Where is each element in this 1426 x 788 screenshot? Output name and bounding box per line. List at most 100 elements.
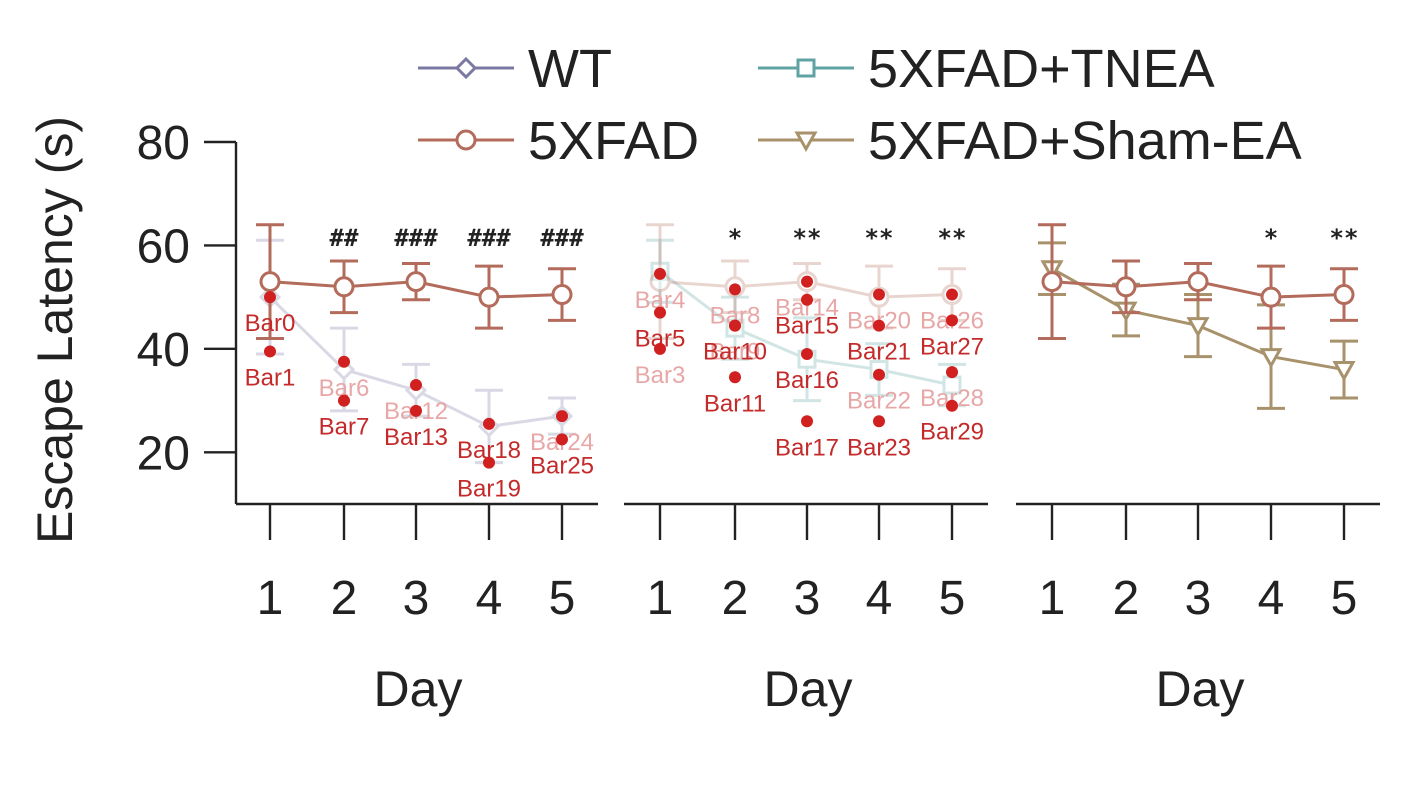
annotation-dot xyxy=(654,306,666,319)
data-point-circle xyxy=(478,286,500,308)
series-5xfad xyxy=(1038,223,1358,341)
legend-marker-triangle-down xyxy=(794,131,818,153)
annotation-dot xyxy=(801,415,813,428)
significance-marker: ### xyxy=(540,224,584,252)
legend-marker-circle xyxy=(455,129,477,151)
annotation-dot xyxy=(801,293,813,306)
data-point-circle xyxy=(1260,286,1282,308)
annotation-label: Bar29 xyxy=(920,419,984,446)
annotation-dot xyxy=(873,368,885,381)
annotation-label: Bar27 xyxy=(920,333,984,360)
significance-marker: ** xyxy=(865,224,894,252)
annotation-dot xyxy=(483,417,495,430)
annotation-label: Bar16 xyxy=(775,367,839,394)
annotation-dot xyxy=(654,267,666,280)
data-point-circle xyxy=(259,271,281,293)
annotation-dot xyxy=(410,379,422,392)
legend-label: WT xyxy=(528,39,612,99)
legend-item-wt: WT xyxy=(418,39,612,99)
legend-label: 5XFAD+TNEA xyxy=(868,39,1215,99)
data-point-triangle-down xyxy=(1332,361,1356,382)
legend-item-5xfad: 5XFAD xyxy=(418,111,699,171)
data-point-circle xyxy=(1333,284,1355,306)
significance-marker: ## xyxy=(330,224,359,252)
annotation-dot xyxy=(801,275,813,288)
annotation-dot xyxy=(946,314,958,327)
annotation-dot xyxy=(729,283,741,296)
data-point-triangle-down xyxy=(1259,348,1283,369)
x-tick-label-2: 2 xyxy=(331,572,358,625)
annotations: Bar0Bar1Bar6Bar7Bar12Bar13Bar18Bar19Bar2… xyxy=(245,267,984,503)
significance-marker: ** xyxy=(793,224,822,252)
data-point-circle xyxy=(1115,276,1137,298)
annotation-dot xyxy=(873,319,885,332)
y-tick-label-60: 60 xyxy=(137,220,190,273)
annotation-label: Bar11 xyxy=(704,390,766,417)
annotation-dot xyxy=(729,371,741,384)
annotation-dot xyxy=(801,348,813,361)
legend-marker-diamond xyxy=(454,56,478,80)
significance-marker: * xyxy=(1264,224,1278,252)
x-axis-label: Day xyxy=(374,661,463,717)
legend-label: 5XFAD+Sham-EA xyxy=(868,111,1302,171)
x-tick-label-1: 1 xyxy=(257,572,284,625)
annotation-dot xyxy=(556,410,568,423)
y-tick-label-40: 40 xyxy=(137,324,190,377)
significance-marker: ** xyxy=(1330,224,1359,252)
annotation-dot xyxy=(946,399,958,412)
data-point-triangle-down xyxy=(1186,317,1210,338)
annotation-dot xyxy=(556,433,568,446)
annotation-label: Bar22 xyxy=(847,388,911,415)
x-tick-label-1: 1 xyxy=(1039,572,1066,625)
annotation-label: Bar23 xyxy=(847,434,911,461)
legend-item-5xfad-tnea: 5XFAD+TNEA xyxy=(758,39,1215,99)
annotation-label: Bar19 xyxy=(457,476,521,503)
legend-item-5xfad-sham-ea: 5XFAD+Sham-EA xyxy=(758,111,1302,171)
annotation-dot xyxy=(729,319,741,332)
annotation-dot xyxy=(264,291,276,304)
x-tick-label-4: 4 xyxy=(866,572,893,625)
y-axis-label: Escape Latency (s) xyxy=(27,116,83,544)
x-tick-label-3: 3 xyxy=(403,572,430,625)
significance-marker: ### xyxy=(394,224,438,252)
x-tick-label-3: 3 xyxy=(794,572,821,625)
annotation-dot xyxy=(946,366,958,379)
annotation-label: Bar1 xyxy=(245,364,296,391)
data-point-circle xyxy=(1041,271,1063,293)
annotation-dot xyxy=(654,342,666,355)
x-axis-label: Day xyxy=(1156,661,1245,717)
annotation-dot xyxy=(946,288,958,301)
x-axis-label: Day xyxy=(764,661,853,717)
x-tick-label-2: 2 xyxy=(722,572,749,625)
legend: WT 5XFAD+TNEA 5XFAD 5XFAD+Sham-EA xyxy=(418,39,1302,171)
annotation-dot xyxy=(873,288,885,301)
data-point-circle xyxy=(1187,271,1209,293)
significance-marker: * xyxy=(728,224,742,252)
data-point-circle xyxy=(551,284,573,306)
x-tick-label-5: 5 xyxy=(549,572,576,625)
annotation-label: Bar9 xyxy=(710,339,761,366)
annotation-label: Bar10 xyxy=(703,339,767,366)
data-point-circle xyxy=(333,276,355,298)
y-tick-label-20: 20 xyxy=(137,427,190,480)
y-tick-label-80: 80 xyxy=(137,117,190,170)
legend-marker-square xyxy=(796,58,816,78)
annotation-dot xyxy=(410,404,422,417)
legend-label: 5XFAD xyxy=(528,111,699,171)
annotation-label: Bar17 xyxy=(775,434,839,461)
annotation-label: Bar25 xyxy=(530,452,594,479)
annotation-dot xyxy=(338,355,350,368)
x-tick-label-4: 4 xyxy=(1258,572,1285,625)
annotation-dot xyxy=(264,345,276,358)
series-5xfad xyxy=(256,223,576,341)
annotation-label: Bar0 xyxy=(245,310,296,337)
x-tick-label-2: 2 xyxy=(1113,572,1140,625)
x-tick-label-3: 3 xyxy=(1185,572,1212,625)
significance-marker: ** xyxy=(938,224,967,252)
annotation-label: Bar7 xyxy=(319,414,370,441)
annotation-label: Bar3 xyxy=(635,362,686,389)
